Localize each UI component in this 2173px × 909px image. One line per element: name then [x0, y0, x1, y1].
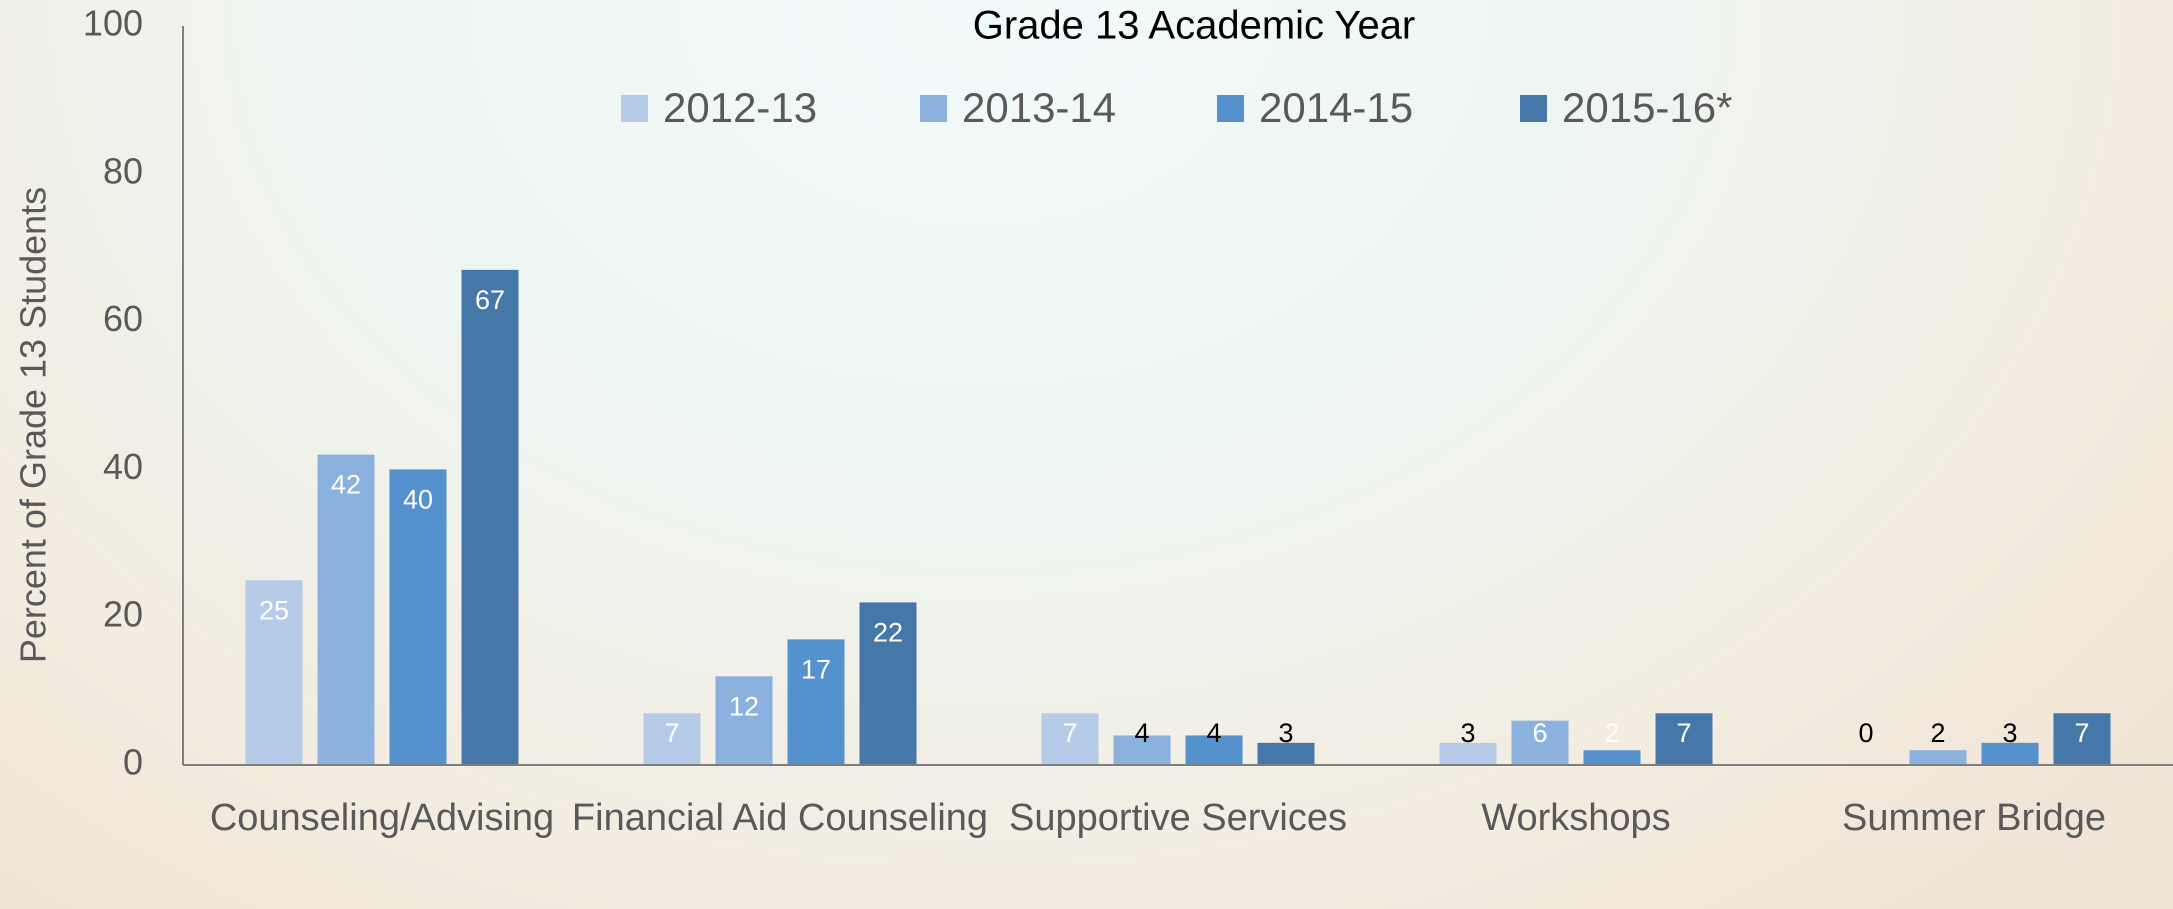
bar	[2053, 713, 2111, 765]
data-label: 0	[1858, 718, 1873, 748]
legend-label: 2014-15	[1259, 84, 1413, 131]
bar	[1439, 742, 1497, 765]
y-tick-label: 40	[103, 446, 143, 487]
legend-swatch	[1217, 95, 1244, 122]
legend-label: 2015-16*	[1562, 84, 1732, 131]
bar	[461, 269, 519, 765]
bar	[1257, 742, 1315, 765]
x-tick-label: Financial Aid Counseling	[571, 797, 989, 839]
data-label: 40	[403, 485, 433, 515]
data-label: 3	[1460, 718, 1475, 748]
legend-label: 2012-13	[663, 84, 817, 131]
data-label: 42	[331, 470, 361, 500]
legend-label: 2013-14	[962, 84, 1116, 131]
bar	[1583, 750, 1641, 765]
bar	[1909, 750, 1967, 765]
data-label: 3	[2002, 718, 2017, 748]
chart-title: Grade 13 Academic Year	[973, 4, 1416, 48]
data-label: 3	[1278, 718, 1293, 748]
data-label: 2	[1604, 718, 1619, 748]
y-tick-label: 80	[103, 150, 143, 191]
data-label: 25	[259, 595, 289, 625]
data-label: 17	[801, 654, 831, 684]
bar	[1655, 713, 1713, 765]
bar	[1981, 742, 2039, 765]
y-tick-label: 100	[83, 3, 143, 44]
data-label: 7	[1062, 718, 1077, 748]
data-label: 4	[1206, 718, 1221, 748]
data-label: 7	[1676, 718, 1691, 748]
x-tick-label: Summer Bridge	[1842, 797, 2106, 839]
data-label: 6	[1532, 718, 1547, 748]
bar	[1185, 735, 1243, 765]
legend-swatch	[1520, 95, 1547, 122]
bar	[245, 580, 303, 765]
data-label: 2	[1930, 718, 1945, 748]
bar	[1041, 713, 1099, 765]
data-label: 67	[475, 285, 505, 315]
bar	[787, 639, 845, 765]
bar	[859, 602, 917, 765]
legend-swatch	[920, 95, 947, 122]
bar	[643, 713, 701, 765]
data-label: 4	[1134, 718, 1149, 748]
x-tick-label: Workshops	[1481, 797, 1671, 839]
y-tick-label: 0	[123, 742, 143, 783]
data-label: 12	[729, 691, 759, 721]
bar	[1113, 735, 1171, 765]
data-label: 7	[664, 718, 679, 748]
y-tick-label: 20	[103, 594, 143, 635]
x-tick-label: Counseling/Advising	[209, 797, 555, 839]
y-tick-label: 60	[103, 298, 143, 339]
bar	[317, 454, 375, 765]
bar	[1511, 720, 1569, 765]
x-tick-label: Supportive Services	[1009, 797, 1347, 839]
data-label: 22	[873, 618, 903, 648]
data-label: 7	[2074, 718, 2089, 748]
legend-swatch	[621, 95, 648, 122]
bar	[715, 676, 773, 765]
y-axis-label: Percent of Grade 13 Students	[13, 187, 54, 663]
bar	[389, 469, 447, 765]
